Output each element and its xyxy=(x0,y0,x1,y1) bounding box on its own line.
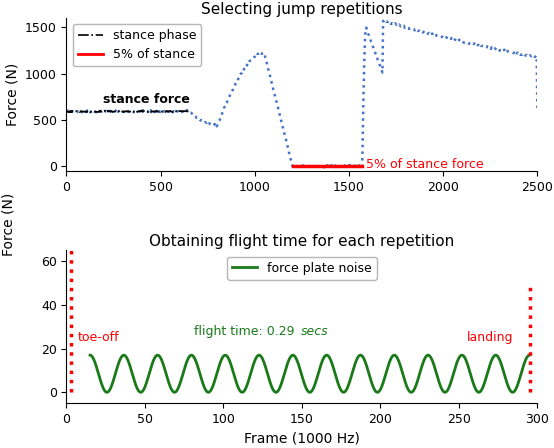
Title: Obtaining flight time for each repetition: Obtaining flight time for each repetitio… xyxy=(150,234,454,249)
Y-axis label: Force (N): Force (N) xyxy=(6,63,19,126)
Text: flight time: 0.29: flight time: 0.29 xyxy=(194,325,299,338)
Text: stance force: stance force xyxy=(103,93,190,106)
Text: toe-off: toe-off xyxy=(78,331,119,344)
Text: 5% of stance force: 5% of stance force xyxy=(366,158,484,171)
Title: Selecting jump repetitions: Selecting jump repetitions xyxy=(201,2,403,17)
Legend: stance phase, 5% of stance: stance phase, 5% of stance xyxy=(73,24,201,66)
Text: landing: landing xyxy=(468,331,514,344)
Text: secs: secs xyxy=(300,325,328,338)
Legend: force plate noise: force plate noise xyxy=(227,257,377,280)
X-axis label: Frame (1000 Hz): Frame (1000 Hz) xyxy=(244,431,360,445)
Text: Force (N): Force (N) xyxy=(1,192,16,256)
